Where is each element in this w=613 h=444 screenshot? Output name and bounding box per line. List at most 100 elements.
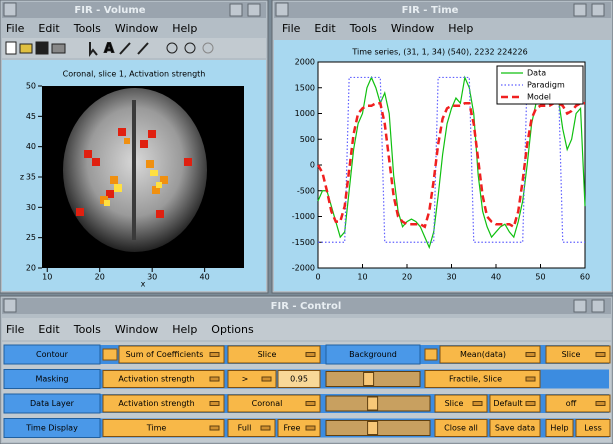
- menu-item[interactable]: Tools: [349, 22, 377, 35]
- button-box[interactable]: [434, 419, 488, 437]
- row-label: Masking: [36, 375, 69, 384]
- window-title: FIR - Control: [271, 301, 342, 312]
- title-bar[interactable]: [274, 2, 611, 18]
- menu-text: Fractile, Slice: [449, 375, 502, 384]
- window-button[interactable]: [573, 299, 587, 313]
- menu-text: Full: [238, 424, 252, 433]
- menu-item[interactable]: Help: [172, 22, 197, 35]
- y-tick-label: -2000: [292, 264, 315, 273]
- button-box[interactable]: [575, 419, 611, 437]
- menu-item[interactable]: Edit: [314, 22, 336, 35]
- menu-box[interactable]: [227, 345, 321, 364]
- menu-box[interactable]: [118, 345, 225, 364]
- window-button[interactable]: [591, 299, 605, 313]
- y-tick-label: 1000: [295, 109, 315, 118]
- menu-item[interactable]: Edit: [38, 22, 60, 35]
- menu-text: Free: [284, 424, 301, 433]
- menu-box[interactable]: [424, 370, 541, 388]
- y-tick-label: 2000: [295, 58, 315, 67]
- x-tick-label: 10: [42, 273, 52, 282]
- menu-box[interactable]: [227, 419, 276, 437]
- window-button[interactable]: [591, 3, 605, 17]
- menu-text: Activation strength: [118, 375, 194, 384]
- menu-box[interactable]: [434, 394, 488, 413]
- y-tick-label: 20: [26, 264, 36, 273]
- menu-indicator: [305, 425, 316, 431]
- button-box[interactable]: [489, 419, 541, 437]
- y-tick-label: 500: [300, 135, 315, 144]
- series-line: [316, 101, 585, 229]
- label-cell: [325, 344, 421, 365]
- menu-indicator: [261, 376, 272, 382]
- menu-item[interactable]: File: [282, 22, 301, 35]
- checkbox[interactable]: [424, 348, 438, 361]
- menu-indicator: [525, 352, 536, 357]
- menu-text: Slice: [445, 399, 464, 408]
- toolbar-icons[interactable]: A: [5, 41, 214, 57]
- field-text: 0.95: [290, 375, 308, 384]
- menu-indicator: [209, 401, 220, 406]
- label-text: Background: [349, 350, 397, 359]
- svg-text:A: A: [104, 42, 114, 57]
- menu-text: Mean(data): [460, 350, 506, 359]
- title-bar[interactable]: [2, 2, 266, 18]
- menu-item[interactable]: Options: [211, 323, 254, 336]
- x-label: x: [141, 280, 146, 289]
- menu-box[interactable]: [545, 345, 611, 364]
- row-label-cell: [3, 369, 101, 389]
- menu-item[interactable]: Window: [115, 323, 158, 336]
- menu-indicator: [525, 401, 536, 406]
- title-bar[interactable]: [2, 298, 611, 314]
- menu-box[interactable]: [102, 419, 225, 437]
- menu-item[interactable]: Tools: [73, 323, 101, 336]
- toolbar: [2, 38, 266, 58]
- row-label-cell: [3, 393, 101, 414]
- menu-box[interactable]: [545, 394, 611, 413]
- window-button[interactable]: [573, 3, 587, 17]
- menu-indicator: [209, 352, 220, 357]
- brain-image: [63, 88, 207, 252]
- x-tick-label: 40: [491, 273, 501, 282]
- menu-item[interactable]: File: [6, 22, 25, 35]
- menu-item[interactable]: Edit: [38, 323, 60, 336]
- legend: [496, 65, 584, 105]
- row-label-cell: [3, 418, 101, 438]
- menu-item[interactable]: Window: [391, 22, 434, 35]
- field-box[interactable]: [277, 370, 321, 388]
- window-menu-button[interactable]: [3, 298, 17, 313]
- menu-text: >: [242, 375, 249, 384]
- menu-text: off: [566, 399, 577, 408]
- slider-thumb[interactable]: [363, 372, 375, 386]
- button-box[interactable]: [545, 419, 574, 437]
- menu-box[interactable]: [489, 394, 541, 413]
- menu-box[interactable]: [227, 370, 277, 388]
- menu-bar: [2, 318, 611, 340]
- menu-item[interactable]: Help: [172, 323, 197, 336]
- window-button[interactable]: [247, 3, 261, 17]
- window-menu-button[interactable]: [275, 2, 289, 17]
- menu-item[interactable]: Window: [115, 22, 158, 35]
- button-text: Close all: [444, 424, 478, 433]
- menu-box[interactable]: [227, 394, 321, 413]
- menu-box[interactable]: [277, 419, 321, 437]
- checkbox[interactable]: [102, 348, 118, 361]
- window-menu-button[interactable]: [3, 2, 17, 17]
- window-button[interactable]: [229, 3, 243, 17]
- menu-item[interactable]: File: [6, 323, 25, 336]
- slider-thumb[interactable]: [367, 421, 379, 435]
- menu-box[interactable]: [439, 345, 541, 364]
- menu-box[interactable]: [102, 370, 225, 388]
- row-label: Time Display: [25, 424, 78, 433]
- button-text: Less: [584, 424, 602, 433]
- y-tick-label: 25: [26, 233, 36, 242]
- y-tick-label: 45: [26, 112, 36, 121]
- menu-text: Time: [146, 424, 167, 433]
- row-label: Data Layer: [30, 399, 75, 408]
- menu-box[interactable]: [102, 394, 225, 413]
- menu-indicator: [209, 425, 220, 431]
- x-tick-label: 0: [315, 273, 320, 282]
- menu-item[interactable]: Help: [448, 22, 473, 35]
- menu-item[interactable]: Tools: [73, 22, 101, 35]
- slider-thumb[interactable]: [367, 396, 379, 411]
